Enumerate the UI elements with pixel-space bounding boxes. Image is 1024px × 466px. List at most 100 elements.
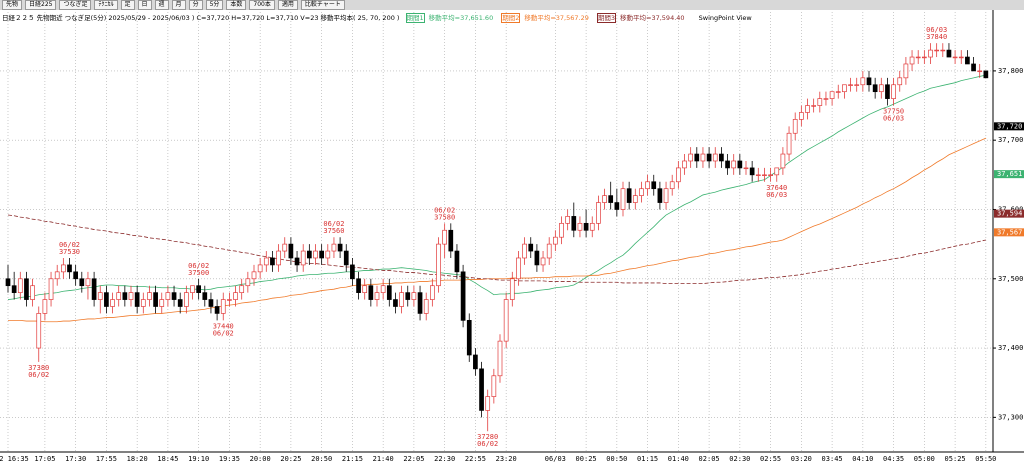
candle-body (356, 278, 361, 293)
swing-price: 37640 (766, 184, 787, 192)
candle-body (60, 264, 66, 273)
candle-body (860, 77, 866, 86)
x-tick-label: 19:10 (188, 455, 209, 463)
candle-body (466, 319, 472, 356)
x-tick-label: 01:15 (637, 455, 658, 463)
x-tick-label: 18:20 (127, 455, 148, 463)
candle-body (903, 63, 909, 79)
ma-value: 移動平均=37,594.40 (620, 14, 685, 22)
x-tick-label: 20:00 (250, 455, 271, 463)
candle-body (122, 292, 128, 300)
toolbar-item[interactable]: 日 (137, 0, 152, 10)
candle-body (54, 271, 60, 280)
candle-body (251, 271, 257, 280)
candle-body (971, 63, 976, 72)
candle-body (546, 243, 552, 259)
x-tick-label: 23:20 (496, 455, 517, 463)
candle-body (245, 278, 251, 287)
price-marker (994, 228, 1024, 237)
x-tick-label: 06/03 (545, 455, 566, 463)
swing-date: 06/02 (59, 241, 80, 249)
x-tick-label: 20:25 (280, 455, 301, 463)
toolbar-item[interactable]: 分 (188, 0, 203, 10)
candle-body (282, 243, 288, 252)
toolbar-item[interactable]: 足 (120, 0, 135, 10)
x-tick-label: 21:40 (373, 455, 394, 463)
candle-body (473, 354, 478, 370)
candle-body (915, 56, 921, 59)
candle-body (620, 188, 626, 210)
candle-body (639, 188, 644, 196)
candle-body (768, 174, 773, 176)
x-tick-label: 21:15 (342, 455, 363, 463)
candle-body (386, 285, 392, 300)
candle-body (977, 70, 983, 73)
moving-average-line (7, 74, 986, 300)
candle-body (632, 195, 638, 203)
toolbar-item[interactable]: 日経225 (25, 0, 57, 10)
candle-body (417, 292, 423, 314)
candle-body (233, 292, 238, 300)
candle-body (214, 306, 220, 314)
toolbar-item[interactable]: 5分 (205, 0, 224, 10)
candle-body (952, 56, 958, 59)
swing-price: 37530 (59, 248, 80, 256)
candle-body (36, 313, 42, 349)
toolbar-item[interactable]: 先物 (2, 0, 23, 10)
price-marker (994, 209, 1024, 218)
candle-body (712, 153, 718, 162)
toolbar-item[interactable]: ﾃｸﾆｶﾙ (94, 0, 118, 10)
y-tick-label: 37,600 (998, 205, 1023, 213)
candle-body (737, 160, 743, 169)
chart-header: 日経２２５ 先物期近 つなぎ足(5分) 2025/05/29 - 2025/06… (2, 12, 756, 23)
toolbar-item[interactable]: つなぎ足 (59, 0, 92, 10)
swing-date: 06/03 (926, 26, 947, 34)
swing-date: 06/03 (883, 115, 904, 123)
candle-body (448, 229, 454, 252)
toolbar-item[interactable]: 週 (154, 0, 169, 10)
ma-labels: 期間1 移動平均=37,651.60 期間2 移動平均=37,567.29 期間3 移動平… (405, 13, 693, 23)
toolbar-item[interactable]: 700本 (249, 0, 275, 10)
candle-body (263, 257, 269, 266)
candle-body (374, 292, 380, 300)
candle-body (725, 160, 730, 169)
candle-body (153, 292, 158, 307)
candle-body (42, 299, 48, 314)
candle-body (190, 285, 195, 293)
x-tick-label: 22:05 (403, 455, 424, 463)
candle-body (276, 250, 281, 266)
candle-body (460, 271, 466, 321)
candle-body (559, 222, 564, 238)
x-tick-label: 17:30 (65, 455, 86, 463)
candle-body (430, 285, 435, 300)
candle-body (208, 299, 214, 307)
y-tick-label: 37,500 (998, 275, 1023, 283)
toolbar-item[interactable]: 適用 (277, 0, 298, 10)
candle-body (104, 292, 109, 307)
candle-body (694, 153, 700, 162)
x-tick-label: 2 16:35 (0, 455, 29, 463)
toolbar-item[interactable]: 本数 (226, 0, 247, 10)
candle-body (313, 250, 318, 259)
toolbar-item[interactable]: 比較チャート (300, 0, 345, 10)
candle-body (743, 167, 749, 170)
price-marker (994, 170, 1024, 179)
candle-body (934, 49, 940, 52)
swing-date: 06/02 (28, 371, 49, 379)
swing-date: 06/02 (213, 329, 234, 337)
price-marker-label: 37,651 (997, 170, 1022, 178)
candle-body (362, 285, 368, 293)
swing-date: 06/02 (188, 262, 209, 270)
price-marker-label: 37,594 (997, 210, 1022, 218)
candle-body (307, 250, 312, 259)
candle-body (792, 119, 798, 134)
candle-body (608, 195, 614, 203)
toolbar-item[interactable]: 月 (171, 0, 186, 10)
candle-body (147, 292, 152, 300)
x-tick-label: 00:50 (606, 455, 627, 463)
candle-body (528, 243, 534, 252)
candle-body (442, 229, 447, 245)
moving-average-line (8, 137, 987, 323)
candle-body (669, 181, 675, 190)
ma-value: 移動平均=37,651.60 (428, 14, 494, 22)
